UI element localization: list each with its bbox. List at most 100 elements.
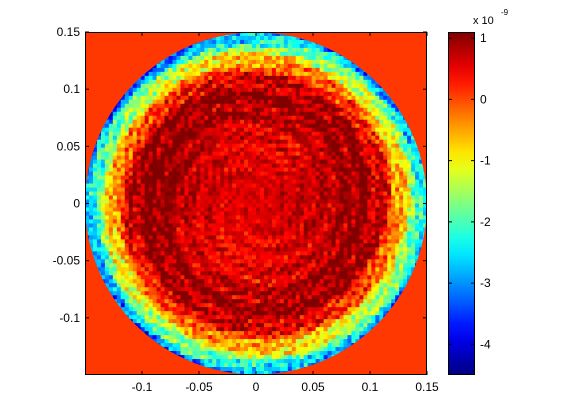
- heatmap-cell: [164, 155, 170, 161]
- heatmap-cell: [112, 139, 118, 145]
- heatmap-cell: [120, 227, 126, 233]
- heatmap-cell: [383, 251, 388, 256]
- heatmap-cell: [391, 123, 396, 129]
- heatmap-cell: [100, 247, 106, 252]
- heatmap-cell: [244, 231, 249, 237]
- heatmap-cell: [311, 55, 317, 61]
- heatmap-cell: [132, 219, 138, 225]
- heatmap-cell: [168, 91, 174, 97]
- heatmap-cell: [403, 239, 408, 244]
- heatmap-cell: [148, 167, 154, 173]
- heatmap-cell: [232, 75, 237, 81]
- heatmap-cell: [236, 39, 241, 45]
- heatmap-cell: [228, 71, 233, 77]
- heatmap-cell: [299, 267, 305, 272]
- heatmap-cell: [339, 131, 345, 137]
- heatmap-cell: [403, 215, 408, 221]
- heatmap-cell: [379, 163, 384, 169]
- heatmap-cell: [236, 51, 241, 57]
- heatmap-cell: [116, 187, 122, 193]
- heatmap-cell: [132, 295, 138, 300]
- heatmap-cell: [92, 255, 98, 260]
- heatmap-cell: [104, 279, 110, 284]
- heatmap-cell: [267, 227, 273, 233]
- heatmap-cell: [359, 255, 364, 260]
- heatmap-cell: [339, 119, 345, 125]
- heatmap-cell: [371, 195, 376, 201]
- heatmap-cell: [403, 275, 408, 280]
- heatmap-cell: [96, 147, 102, 153]
- heatmap-cell: [236, 35, 241, 41]
- heatmap-cell: [192, 159, 197, 165]
- heatmap-cell: [407, 163, 412, 169]
- heatmap-cell: [347, 271, 353, 276]
- heatmap-cell: [88, 191, 94, 197]
- heatmap-cell: [291, 183, 297, 189]
- heatmap-cell: [387, 219, 392, 225]
- heatmap-cell: [120, 107, 126, 113]
- heatmap-cell: [192, 95, 197, 101]
- heatmap-cell: [212, 155, 217, 161]
- heatmap-cell: [240, 95, 245, 101]
- heatmap-cell: [156, 271, 162, 276]
- heatmap-cell: [108, 291, 114, 296]
- heatmap-cell: [339, 175, 345, 181]
- heatmap-cell: [259, 271, 265, 276]
- heatmap-cell: [248, 123, 253, 129]
- heatmap-cell: [112, 107, 118, 113]
- heatmap-cell: [156, 115, 162, 121]
- heatmap-cell: [228, 55, 233, 61]
- heatmap-cell: [375, 155, 380, 161]
- heatmap-cell: [200, 163, 205, 169]
- heatmap-cell: [403, 255, 408, 260]
- heatmap-cell: [411, 235, 416, 240]
- heatmap-cell: [355, 63, 360, 69]
- heatmap-cell: [152, 103, 158, 109]
- heatmap-cell: [252, 283, 257, 288]
- heatmap-cell: [379, 147, 384, 153]
- heatmap-cell: [160, 255, 166, 260]
- heatmap-cell: [156, 163, 162, 169]
- heatmap-cell: [407, 203, 412, 209]
- heatmap-cell: [323, 251, 329, 256]
- heatmap-cell: [379, 127, 384, 133]
- heatmap-cell: [343, 111, 349, 117]
- heatmap-cell: [104, 179, 110, 185]
- heatmap-cell: [128, 119, 134, 125]
- heatmap-cell: [319, 255, 325, 260]
- heatmap-cell: [387, 103, 392, 109]
- heatmap-cell: [240, 219, 245, 225]
- heatmap-cell: [152, 191, 158, 197]
- heatmap-cell: [200, 59, 205, 65]
- heatmap-cell: [275, 255, 281, 260]
- heatmap-cell: [283, 67, 289, 73]
- heatmap-cell: [291, 191, 297, 197]
- heatmap-cell: [323, 103, 329, 109]
- heatmap-cell: [248, 203, 253, 209]
- heatmap-cell: [267, 123, 273, 129]
- heatmap-cell: [172, 147, 178, 153]
- heatmap-cell: [347, 127, 353, 133]
- heatmap-cell: [148, 159, 154, 165]
- heatmap-cell: [176, 135, 182, 141]
- heatmap-cell: [140, 235, 146, 240]
- heatmap-cell: [108, 283, 114, 288]
- heatmap-cell: [403, 223, 408, 229]
- heatmap-cell: [355, 139, 360, 145]
- heatmap-cell: [256, 271, 261, 276]
- heatmap-cell: [140, 155, 146, 161]
- heatmap-cell: [319, 143, 325, 149]
- heatmap-cell: [144, 227, 150, 233]
- heatmap-cell: [188, 143, 193, 149]
- heatmap-cell: [248, 119, 253, 125]
- heatmap-cell: [176, 191, 182, 197]
- heatmap-cell: [164, 227, 170, 233]
- heatmap-cell: [220, 211, 225, 217]
- heatmap-cell: [172, 219, 178, 225]
- heatmap-cell: [291, 227, 297, 233]
- heatmap-cell: [383, 103, 388, 109]
- heatmap-cell: [168, 79, 174, 85]
- heatmap-cell: [156, 63, 162, 69]
- heatmap-cell: [112, 191, 118, 197]
- heatmap-cell: [319, 131, 325, 137]
